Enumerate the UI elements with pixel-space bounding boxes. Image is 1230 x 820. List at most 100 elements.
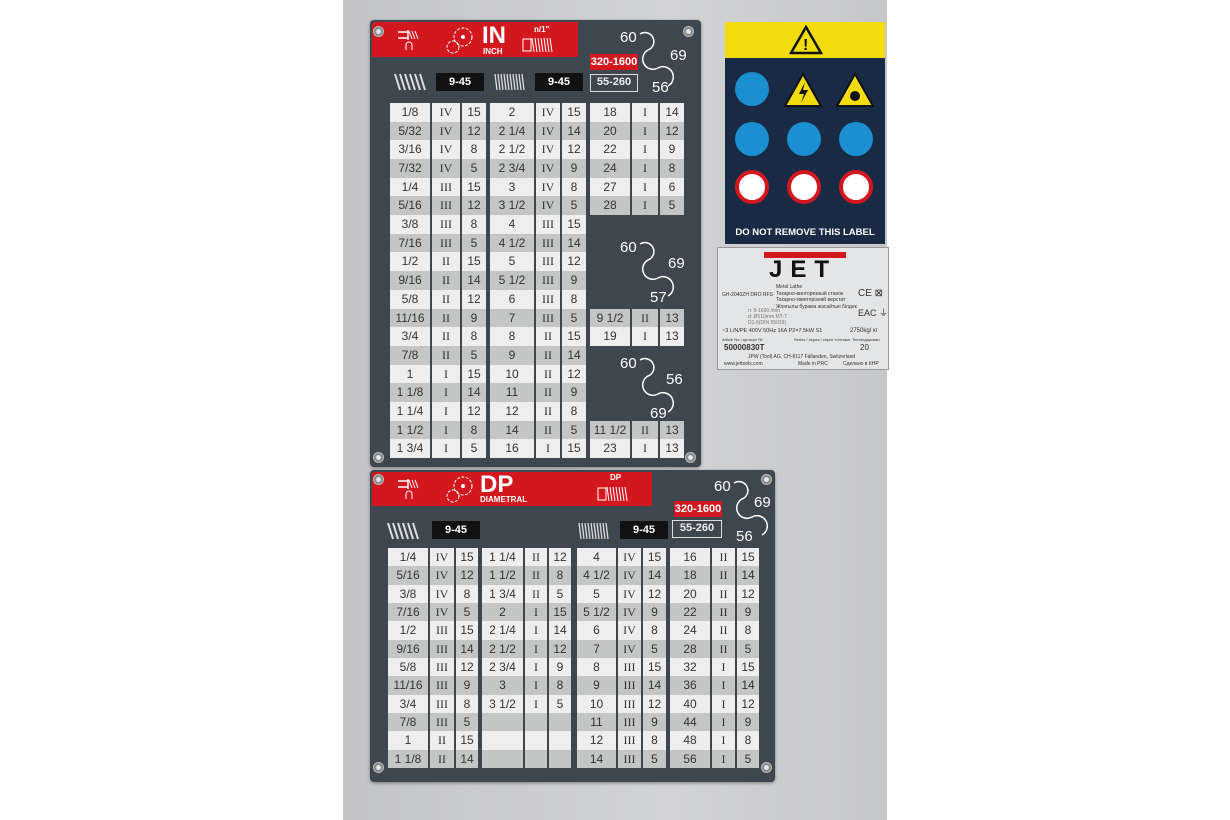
lever-position-cell: I — [525, 621, 549, 640]
thread-size-cell: 5/8 — [390, 289, 432, 309]
screw — [373, 762, 384, 773]
thread-size-cell: 36 — [670, 676, 712, 695]
lever-position-cell: IV — [536, 140, 562, 160]
gear-setting-cell: 8 — [562, 401, 590, 421]
spec-line: d: Ø510mm MT-7 — [748, 314, 787, 320]
gear-label: 60 — [714, 478, 731, 495]
lever-position-cell: IV — [618, 621, 643, 640]
thread-size-cell: 14 — [577, 749, 618, 768]
thread-size-cell: 5/8 — [388, 658, 430, 677]
lever-position-cell: I — [632, 439, 660, 458]
lever-position-cell: II — [430, 731, 456, 750]
lever-position-cell: IV — [618, 584, 643, 603]
thread-size-cell: 4 1/2 — [577, 566, 618, 585]
thread-size-cell: 3 1/2 — [482, 694, 525, 713]
thread-size-cell: 2 1/4 — [490, 121, 536, 141]
svg-text:!: ! — [803, 37, 808, 54]
thread-size-cell: 3/4 — [388, 694, 430, 713]
thread-size-cell: 28 — [670, 639, 712, 658]
lever-position-cell: I — [432, 401, 462, 421]
lever-position-cell: III — [618, 713, 643, 732]
spec-line: D1-8(DIN 55029) — [748, 320, 787, 326]
gear-setting-cell: 8 — [462, 140, 490, 160]
lever-position-cell: II — [536, 401, 562, 421]
dp-header-banner: DP DIAMETRAL DP — [372, 471, 652, 506]
lever-position-cell: I — [632, 121, 660, 141]
gear-setting-cell: 9 — [660, 140, 688, 160]
lever-position-cell: I — [712, 694, 737, 713]
lever-position-cell: II — [432, 308, 462, 328]
thread-size-cell: 56 — [670, 749, 712, 768]
gear-setting-cell: 15 — [643, 658, 670, 677]
thread-size-cell: 24 — [670, 621, 712, 640]
gear-setting-cell: 14 — [562, 233, 590, 253]
lever-position-cell: IV — [618, 639, 643, 658]
gear-setting-cell: 5 — [737, 749, 763, 768]
thread-size-cell: 20 — [670, 584, 712, 603]
made-in: Made in PRC — [798, 361, 828, 367]
threaded-workpiece-icon — [522, 37, 553, 53]
lever-position-cell: II — [712, 603, 737, 622]
gear-setting-cell: 8 — [456, 694, 482, 713]
thread-size-cell: 11 — [577, 713, 618, 732]
lever-position-cell: III — [536, 233, 562, 253]
thread-size-cell — [482, 731, 525, 750]
gear-setting-cell: 12 — [643, 584, 670, 603]
gear-setting-cell: 14 — [462, 383, 490, 402]
lever-position-cell: IV — [536, 103, 562, 122]
lever-position-cell: I — [525, 694, 549, 713]
thread-size-cell: 7/16 — [390, 233, 432, 253]
dp-range-mid: 9-45 — [620, 521, 668, 539]
gear-label: 56 — [736, 528, 753, 545]
article-label: Article No / артикул № — [722, 337, 763, 342]
gear-setting-cell: 12 — [737, 694, 763, 713]
gear-label: 56 — [666, 371, 683, 388]
gear-setting-cell: 12 — [462, 121, 490, 141]
thread-size-cell: 2 3/4 — [482, 658, 525, 677]
gear-setting-cell: 12 — [456, 658, 482, 677]
thread-size-cell: 48 — [670, 731, 712, 750]
thread-size-cell: 1 1/8 — [390, 383, 432, 402]
lever-position-cell: I — [432, 364, 462, 384]
gear-setting-cell: 5 — [462, 439, 490, 458]
gear-setting-cell: 13 — [660, 439, 688, 458]
lever-position-cell: I — [632, 103, 660, 122]
gear-setting-cell: 8 — [462, 420, 490, 440]
lever-position-cell: III — [536, 308, 562, 328]
lever-position-cell: III — [430, 621, 456, 640]
gear-setting-cell: 14 — [643, 566, 670, 585]
lever-position-cell: III — [430, 713, 456, 732]
thread-size-cell: 7/8 — [388, 713, 430, 732]
screw — [761, 762, 772, 773]
gear-setting-cell: 13 — [660, 420, 688, 440]
lever-position-cell: II — [712, 566, 737, 585]
lever-position-cell: III — [432, 215, 462, 234]
eac-mark: EAC ⏚ — [858, 308, 889, 318]
thread-size-cell: 6 — [577, 621, 618, 640]
lever-position-cell — [525, 713, 549, 732]
lever-position-cell: I — [432, 420, 462, 440]
lever-position-cell: IV — [430, 566, 456, 585]
lever-position-cell: I — [712, 658, 737, 677]
gear-label: 60 — [620, 355, 637, 372]
thread-size-cell — [482, 713, 525, 732]
coarse-thread-icon — [394, 73, 426, 91]
lever-position-cell: I — [525, 658, 549, 677]
gear-setting-cell: 14 — [462, 271, 490, 290]
thread-size-cell: 11/16 — [390, 308, 432, 328]
thread-size-cell: 9 — [577, 676, 618, 695]
lever-position-cell: IV — [430, 603, 456, 622]
screw — [683, 26, 694, 37]
warning-banner: ! — [725, 22, 885, 58]
gear-setting-cell: 12 — [462, 289, 490, 309]
gear-setting-cell: 14 — [737, 676, 763, 695]
thread-size-cell: 7/16 — [388, 603, 430, 622]
thread-size-cell: 5/32 — [390, 121, 432, 141]
lever-position-cell: IV — [432, 159, 462, 178]
lever-position-cell: II — [536, 383, 562, 402]
thread-size-cell: 1 — [390, 364, 432, 384]
read-manual-icon — [735, 72, 769, 106]
thread-size-cell: 18 — [670, 566, 712, 585]
thread-size-cell: 44 — [670, 713, 712, 732]
thread-size-cell: 1 3/4 — [482, 584, 525, 603]
